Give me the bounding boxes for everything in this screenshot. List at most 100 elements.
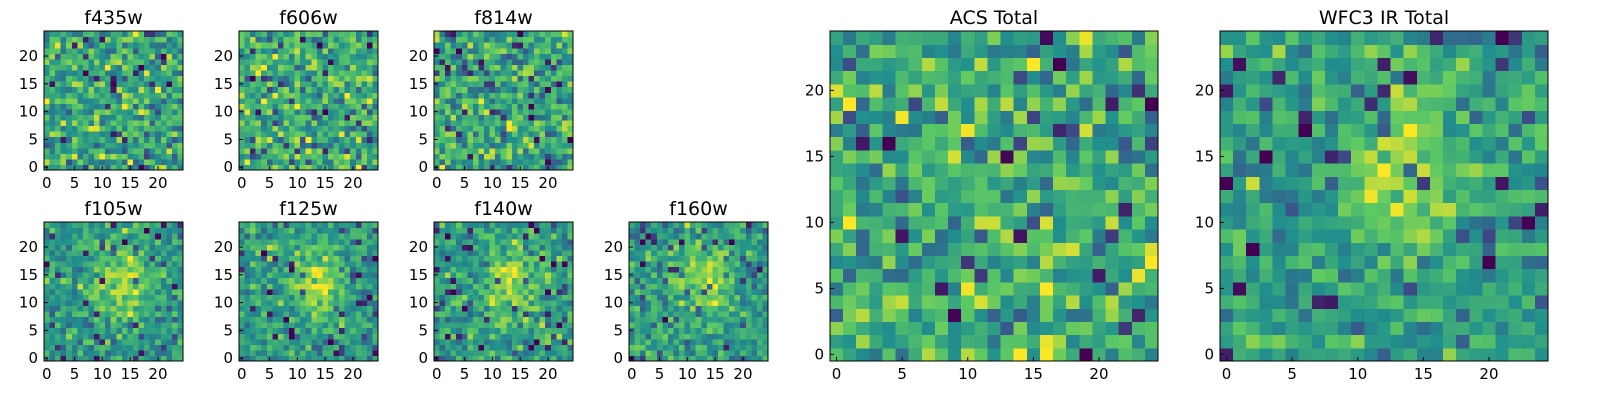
heatmap-cell: [550, 103, 557, 110]
heatmap-cell: [478, 47, 485, 54]
heatmap-cell: [495, 64, 502, 71]
heatmap-cell: [66, 305, 73, 312]
heatmap-cell: [71, 244, 78, 251]
heatmap-cell: [138, 58, 145, 65]
heatmap-cell: [305, 333, 312, 340]
heatmap-cell: [149, 255, 156, 262]
heatmap-cell: [339, 277, 346, 284]
heatmap-cell: [751, 338, 758, 345]
heatmap-cell: [344, 283, 351, 290]
heatmap-cell: [561, 108, 569, 115]
heatmap-cell: [127, 266, 134, 273]
heatmap-cell: [472, 153, 480, 160]
heatmap-cell: [500, 108, 507, 115]
heatmap-cell: [88, 327, 95, 334]
heatmap-cell: [467, 283, 474, 290]
heatmap-cell: [882, 202, 897, 217]
heatmap-cell: [1013, 136, 1028, 151]
heatmap-cell: [645, 294, 652, 301]
heatmap-cell: [105, 119, 112, 127]
heatmap-cell: [740, 283, 747, 290]
heatmap-cell: [366, 36, 374, 43]
heatmap-cell: [110, 272, 117, 279]
x-tick-label: 20: [538, 365, 557, 383]
heatmap-cell: [567, 47, 574, 54]
heatmap-cell: [272, 147, 279, 154]
heatmap-cell: [690, 288, 697, 295]
heatmap-cell: [539, 283, 546, 290]
heatmap-cell: [500, 58, 507, 65]
heatmap-cell: [294, 299, 301, 306]
heatmap-cell: [355, 103, 362, 110]
heatmap-cell: [656, 260, 663, 268]
heatmap-cell: [138, 299, 145, 306]
heatmap-cell: [266, 233, 273, 240]
heatmap-cell: [751, 355, 758, 362]
heatmap-cell: [756, 260, 764, 268]
heatmap-cell: [327, 81, 335, 88]
heatmap-cell: [528, 255, 535, 262]
heatmap-cell: [239, 64, 246, 71]
heatmap-cell: [88, 97, 95, 104]
heatmap-cell: [517, 108, 524, 115]
heatmap-cell: [695, 283, 702, 290]
heatmap-cell: [339, 147, 346, 154]
heatmap-cell: [355, 47, 362, 54]
heatmap-cell: [305, 164, 312, 171]
heatmap-cell: [283, 305, 290, 312]
heatmap-cell: [1131, 281, 1146, 296]
heatmap-cell: [545, 255, 552, 262]
heatmap-cell: [355, 42, 362, 49]
heatmap-cell: [511, 244, 518, 251]
x-tick-label: 0: [627, 365, 637, 383]
heatmap-cell: [71, 114, 78, 121]
heatmap-cell: [372, 288, 379, 295]
heatmap-cell: [149, 136, 156, 143]
heatmap-cell: [517, 238, 524, 245]
heatmap-cell: [82, 305, 90, 312]
x-tick-label: 0: [42, 174, 52, 192]
heatmap-cell: [461, 153, 468, 160]
heatmap-cell: [517, 316, 524, 323]
heatmap-cell: [160, 42, 167, 49]
heatmap-cell: [484, 136, 491, 143]
heatmap-cell: [751, 266, 758, 273]
heatmap-cell: [361, 222, 368, 229]
heatmap-cell: [1079, 321, 1093, 336]
heatmap-cell: [706, 222, 713, 229]
heatmap-cell: [283, 316, 290, 323]
x-tick-label: 5: [70, 365, 80, 383]
heatmap-cell: [327, 147, 335, 154]
heatmap-cell: [149, 233, 156, 240]
heatmap-cell: [662, 338, 669, 345]
heatmap-cell: [762, 333, 769, 340]
heatmap-cell: [740, 249, 747, 256]
heatmap-cell: [261, 305, 268, 312]
heatmap-cell: [561, 244, 569, 251]
heatmap-cell: [974, 334, 989, 349]
heatmap-cell: [511, 355, 518, 362]
heatmap-cell: [322, 81, 329, 88]
heatmap-cell: [110, 349, 117, 357]
heatmap-cell: [149, 249, 156, 256]
heatmap-cell: [656, 227, 663, 234]
heatmap-cell: [255, 142, 262, 149]
heatmap-cell: [1105, 136, 1120, 151]
heatmap-cell: [489, 233, 496, 240]
heatmap-cell: [311, 260, 318, 268]
heatmap-cell: [66, 36, 73, 43]
heatmap-cell: [171, 272, 179, 279]
heatmap-cell: [88, 255, 95, 262]
heatmap-cell: [66, 97, 73, 104]
heatmap-cell: [522, 260, 530, 268]
heatmap-cell: [830, 110, 844, 124]
heatmap-cell: [60, 233, 67, 240]
heatmap-cell: [239, 158, 246, 166]
heatmap-cell: [445, 222, 452, 229]
heatmap-cell: [651, 249, 658, 256]
heatmap-cell: [344, 238, 351, 245]
heatmap-cell: [361, 114, 368, 121]
heatmap-cell: [450, 355, 457, 362]
heatmap-cell: [511, 238, 518, 245]
x-tick-label: 5: [655, 365, 665, 383]
